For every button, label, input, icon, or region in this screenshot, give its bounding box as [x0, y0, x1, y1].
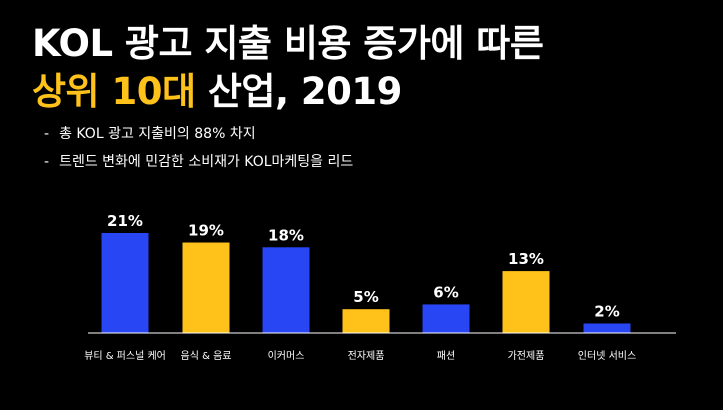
bullet-item: 총 KOL 광고 지출비의 88% 차지 [59, 120, 353, 148]
bar-value-label: 18% [268, 226, 304, 244]
bar [583, 323, 631, 333]
title-accent: 상위 10대 [32, 70, 196, 113]
bar [182, 242, 230, 333]
bullet-list: 총 KOL 광고 지출비의 88% 차지 트렌드 변화에 민감한 소비재가 KO… [59, 120, 353, 176]
bar [342, 309, 390, 333]
bar-value-label: 21% [107, 212, 143, 230]
category-label: 가전제품 [508, 350, 545, 362]
category-label: 패션 [437, 350, 455, 362]
title-line-1: KOL 광고 지출 비용 증가에 따른 [32, 22, 544, 65]
category-label: 인터넷 서비스 [578, 350, 636, 362]
bar [502, 271, 550, 333]
bar-value-label: 13% [508, 250, 544, 268]
bar [262, 247, 310, 333]
bar-value-label: 6% [433, 283, 458, 301]
category-label: 뷰티 & 퍼스널 케어 [84, 350, 166, 362]
bar-value-label: 19% [188, 222, 224, 240]
bar-value-label: 2% [594, 302, 619, 320]
bar [101, 233, 149, 333]
bar-value-label: 5% [353, 288, 378, 306]
category-label: 음식 & 음료 [181, 350, 232, 362]
category-label: 전자제품 [348, 350, 385, 362]
chart-title: KOL 광고 지출 비용 증가에 따른 상위 10대 산업, 2019 [32, 20, 544, 116]
title-line-2: 산업, 2019 [195, 70, 403, 113]
bullet-item: 트렌드 변화에 민감한 소비재가 KOL마케팅을 리드 [59, 148, 353, 176]
bar [422, 304, 470, 333]
category-label: 이커머스 [268, 350, 305, 362]
